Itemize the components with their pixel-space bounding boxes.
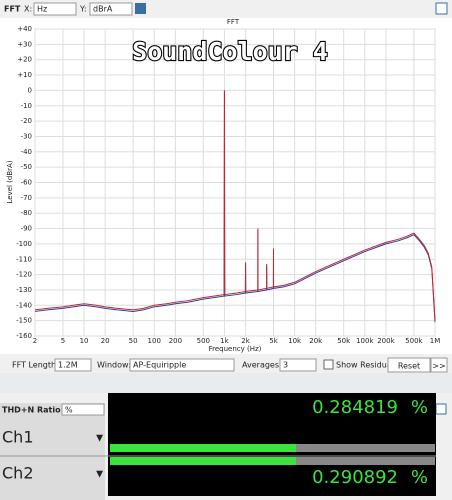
averages-input[interactable] (279, 358, 317, 372)
y-tick-label: 0 (28, 86, 32, 94)
y-tick-label: +40 (17, 25, 32, 33)
y-axis-label: Level (dBrA) (6, 160, 14, 203)
spectrum-line (34, 90, 436, 321)
y-tick-label: -110 (16, 255, 32, 263)
x-label: X: (24, 5, 32, 14)
residual-label: Show Residual (336, 361, 394, 370)
y-tick-label: -150 (16, 317, 32, 325)
x-tick-label: 200 (169, 337, 182, 345)
settings-icon[interactable] (135, 3, 146, 14)
ch2-name: Ch2 (2, 464, 34, 483)
x-tick-label: 2 (33, 337, 37, 345)
meter-unit: % (65, 406, 73, 415)
ch1-bar (110, 444, 296, 452)
x-unit: Hz (37, 5, 47, 14)
y-tick-label: -130 (16, 286, 32, 294)
fft-length: 1.2M (58, 361, 78, 370)
x-tick-label: 5 (61, 337, 65, 345)
x-tick-label: 50k (337, 337, 351, 345)
y-tick-label: -50 (21, 163, 32, 171)
averages-label: Averages: (242, 361, 282, 370)
reset-button[interactable] (387, 357, 431, 373)
reset-label: Reset (398, 362, 420, 371)
ch1-reading: 0.284819 (312, 397, 398, 418)
y-tick-label: -80 (21, 209, 32, 217)
meter-unit-dropdown[interactable] (61, 403, 105, 416)
undock-icon[interactable] (435, 2, 448, 15)
ch1-arrow: ▼ (96, 434, 103, 444)
ch2-unit: % (411, 467, 428, 488)
x-unit-dropdown[interactable] (33, 2, 77, 16)
x-tick-label: 20 (101, 337, 110, 345)
meter-title: THD+N Ratio (2, 406, 61, 415)
y-unit: dBrA (93, 5, 113, 14)
y-tick-label: -90 (21, 225, 32, 233)
ch2-arrow: ▼ (96, 470, 103, 480)
x-tick-label: 20k (309, 337, 323, 345)
y-tick-label: -160 (16, 332, 32, 340)
y-tick-label: +10 (17, 71, 32, 79)
y-tick-label: -40 (21, 148, 32, 156)
x-tick-label: 500 (197, 337, 210, 345)
x-tick-label: 5k (269, 337, 278, 345)
toolbar-title: FFT (4, 5, 21, 14)
residual-checkbox[interactable] (323, 359, 334, 370)
more-button[interactable] (430, 357, 448, 373)
y-tick-label: -120 (16, 271, 32, 279)
y-tick-label: -100 (16, 240, 32, 248)
y-unit-dropdown[interactable] (89, 2, 133, 16)
fft-length-label: FFT Length: (12, 361, 59, 370)
meter-labels (0, 403, 105, 500)
chart: +40 +30 +20 +10 0 -10 -20 -30 -40 -50 -60 -70 -80 -90… (16, 25, 440, 345)
y-tick-label: -20 (21, 117, 32, 125)
x-tick-label: 500k (405, 337, 423, 345)
x-tick-label: 100 (148, 337, 161, 345)
window-dropdown[interactable] (129, 358, 235, 372)
window-label: Window: (97, 361, 131, 370)
x-tick-label: 10k (288, 337, 302, 345)
y-label: Y: (79, 5, 87, 14)
x-tick-label: 100k (356, 337, 374, 345)
fft-length-dropdown[interactable] (54, 358, 92, 372)
ch1-name: Ch1 (2, 428, 34, 447)
x-axis-label: Frequency (Hz) (209, 345, 262, 353)
ch1-unit: % (411, 397, 428, 418)
ch2-reading: 0.290892 (312, 467, 398, 488)
y-tick-label: +20 (17, 56, 32, 64)
y-tick-label: -30 (21, 132, 32, 140)
chart-title: FFT (227, 18, 240, 26)
averages: 3 (283, 361, 288, 370)
meter-undock[interactable] (435, 403, 447, 415)
x-tick-label: 50 (129, 337, 138, 345)
ch2-bar (110, 457, 296, 465)
x-tick-label: 10 (80, 337, 89, 345)
spectrum-line (34, 90, 436, 323)
y-tick-label: -60 (21, 179, 32, 187)
x-tick-label: 1k (220, 337, 229, 345)
y-tick-label: -10 (21, 102, 32, 110)
y-tick-label: +30 (17, 40, 32, 48)
x-tick-label: 1M (430, 337, 441, 345)
more-label: >> (432, 362, 445, 371)
x-tick-label: 2k (241, 337, 250, 345)
x-tick-label: 200k (377, 337, 395, 345)
window: AP-Equiripple (133, 361, 186, 370)
y-tick-label: -140 (16, 301, 32, 309)
y-tick-label: -70 (21, 194, 32, 202)
annotation: SoundColour 4 (132, 37, 328, 66)
